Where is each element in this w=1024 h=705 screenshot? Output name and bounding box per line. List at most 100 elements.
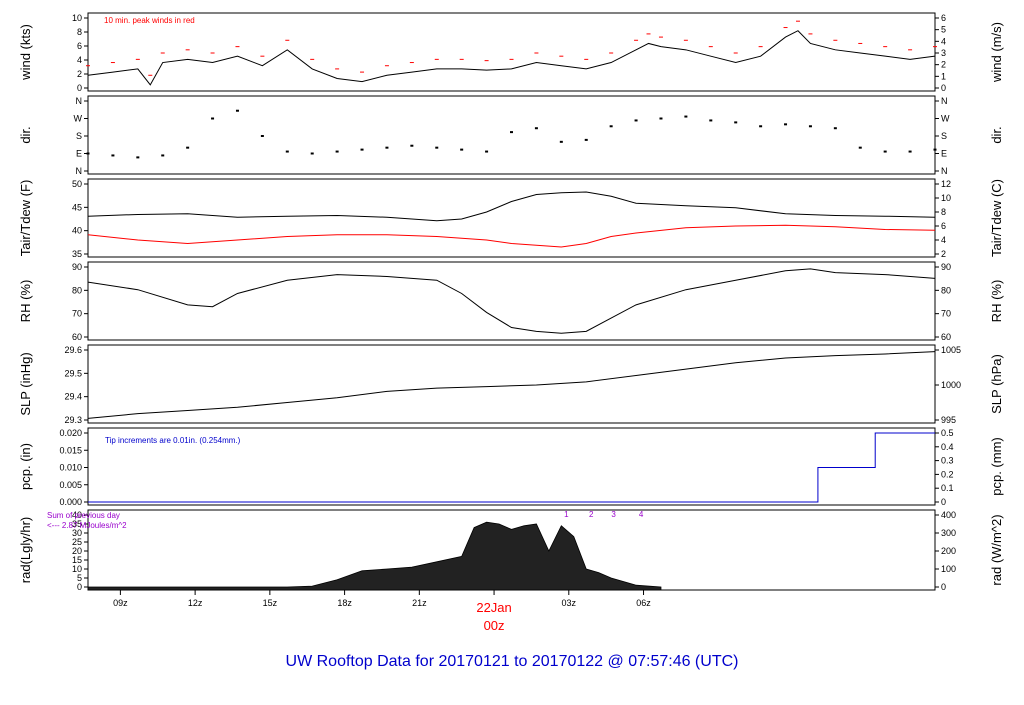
left-tick-label: 50 (72, 179, 82, 189)
panel-frame-temp (87, 178, 936, 258)
left-tick-label: 90 (72, 262, 82, 272)
rad-marker: 3 (611, 510, 616, 519)
right-tick-label: 1 (941, 71, 946, 81)
left-tick-label: 40 (72, 226, 82, 236)
panel-rh: 60 70 80 90 60 70 80 90 RH (%) RH (%) (18, 261, 1004, 342)
left-tick-label: 0.015 (59, 445, 82, 455)
left-tick-label: 15 (72, 555, 82, 565)
left-tick-label: 29.5 (64, 368, 82, 378)
left-tick-label: 10 (72, 564, 82, 574)
panel-frame-wind (87, 12, 936, 92)
dir-point (659, 117, 663, 120)
dir-point (385, 146, 389, 149)
right-tick-label: 6 (941, 221, 946, 231)
left-tick-label: 35 (72, 249, 82, 259)
left-tick-label: 70 (72, 309, 82, 319)
chart-title: UW Rooftop Data for 20170121 to 20170122… (286, 653, 739, 670)
right-tick-label: 60 (941, 332, 951, 342)
left-tick-label: 35 (72, 519, 82, 529)
right-tick-label: 1005 (941, 345, 961, 355)
right-tick-label: 2 (941, 249, 946, 259)
right-tick-label: 300 (941, 528, 956, 538)
left-tick-label: 29.6 (64, 345, 82, 355)
left-tick-label: 0.000 (59, 497, 82, 507)
ylabel-right-temp: Tair/Tdew (C) (989, 179, 1004, 257)
right-tick-label: 70 (941, 309, 951, 319)
dir-point (634, 119, 638, 122)
left-tick-label: 80 (72, 285, 82, 295)
left-tick-label: 0.005 (59, 480, 82, 490)
dir-point (784, 123, 788, 126)
left-tick-label: 45 (72, 202, 82, 212)
right-tick-label: 80 (941, 285, 951, 295)
left-tick-label: 40 (72, 510, 82, 520)
ylabel-left-rad: rad(Lgly/hr) (18, 517, 33, 583)
panel-rad: 05101520253035400100200300400rad(Lgly/hr… (18, 509, 1004, 592)
right-tick-label: 0.5 (941, 428, 954, 438)
dir-point (136, 156, 140, 159)
dir-point (360, 148, 364, 151)
dir-point (310, 152, 314, 155)
rad-marker: 4 (639, 510, 644, 519)
dir-point (186, 146, 190, 149)
dir-point (709, 119, 713, 122)
dir-point (584, 138, 588, 141)
dir-point (111, 154, 115, 157)
panel-slp: 29.3 29.4 29.5 29.6 995 1000 1005 SLP (inHg) SLP… (18, 344, 1004, 425)
panel-frame-slp (87, 344, 936, 424)
left-tick-label: N (76, 96, 83, 106)
dir-point (734, 121, 738, 124)
wind-series-line-0 (87, 30, 936, 86)
dir-point (808, 125, 812, 128)
panel-frame-pcp (87, 427, 936, 506)
x-tick-label: 06z (636, 598, 651, 608)
x-tick-label: 21z (412, 598, 427, 608)
dir-point (559, 140, 563, 143)
x-axis: 09z 12z 15z 18z 21z 03z 06z 22Jan 00z (113, 590, 651, 633)
right-tick-label: 6 (941, 13, 946, 23)
x-date-tick: 00z (484, 618, 505, 633)
ylabel-left-slp: SLP (inHg) (18, 352, 33, 415)
left-tick-label: 2 (77, 69, 82, 79)
dir-point (908, 150, 912, 153)
right-tick-label: 0 (941, 582, 946, 592)
right-tick-label: 0 (941, 497, 946, 507)
x-tick-label: 09z (113, 598, 128, 608)
x-tick-label: 18z (337, 598, 352, 608)
right-tick-label: 100 (941, 564, 956, 574)
dir-point (435, 146, 439, 149)
dir-point (86, 152, 90, 155)
ylabel-left-rh: RH (%) (18, 280, 33, 323)
right-tick-label: 4 (941, 36, 946, 46)
right-tick-label: W (941, 114, 950, 124)
left-tick-label: E (76, 149, 82, 159)
ylabel-right-pcp: pcp. (mm) (989, 437, 1004, 496)
right-tick-label: 0 (941, 83, 946, 93)
dir-point (335, 150, 339, 153)
right-tick-label: 0.4 (941, 442, 954, 452)
panel-pcp: 0.000 0.005 0.010 0.015 0.020 0 0.1 0.2 0.3 0.4 0.… (18, 427, 1004, 507)
right-tick-label: 10 (941, 193, 951, 203)
right-tick-label: N (941, 96, 948, 106)
left-tick-label: 10 (72, 13, 82, 23)
left-tick-label: W (74, 114, 83, 124)
left-tick-label: 0 (77, 83, 82, 93)
dir-point (260, 135, 264, 137)
dir-point (211, 117, 215, 120)
pcp-note: Tip increments are 0.01in. (0.254mm.) (105, 436, 241, 445)
dir-point (933, 148, 937, 151)
left-tick-label: 60 (72, 332, 82, 342)
right-tick-label: 5 (941, 25, 946, 35)
pcp-series-line-0 (88, 432, 935, 503)
left-tick-label: 0.020 (59, 428, 82, 438)
dir-point (833, 127, 837, 130)
right-tick-label: N (941, 166, 948, 176)
right-tick-label: 0.3 (941, 456, 954, 466)
ylabel-right-slp: SLP (hPa) (989, 354, 1004, 414)
left-tick-label: 25 (72, 537, 82, 547)
right-tick-label: 400 (941, 510, 956, 520)
dir-point (609, 125, 613, 128)
dir-point (285, 150, 289, 153)
